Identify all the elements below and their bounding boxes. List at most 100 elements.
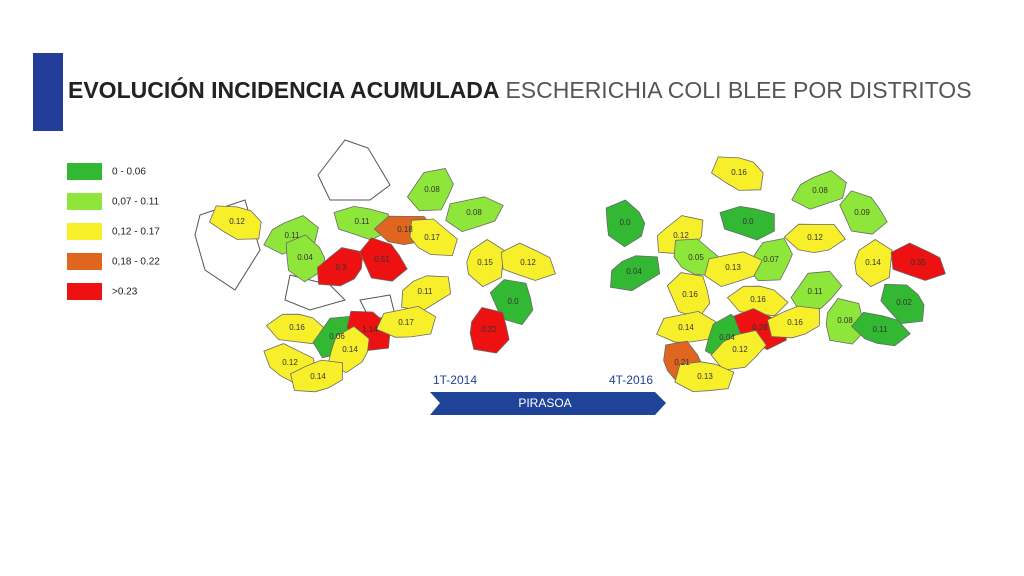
legend-label: 0,18 - 0.22 xyxy=(112,257,160,268)
maps: 0.120.110.040.110.30.510.180.080.170.080… xyxy=(209,156,946,393)
district xyxy=(719,205,775,241)
district xyxy=(466,239,505,288)
district-label: 0.11 xyxy=(355,217,371,226)
district xyxy=(406,168,454,212)
district-shapes xyxy=(605,156,946,393)
district-label: 0.35 xyxy=(910,258,926,267)
district xyxy=(850,311,911,347)
district xyxy=(209,205,262,240)
legend-label: >0.23 xyxy=(112,287,138,298)
district xyxy=(783,223,846,254)
district-label: 0.04 xyxy=(719,333,735,342)
district-label: 0.17 xyxy=(424,233,440,242)
district xyxy=(285,234,326,283)
title-light: ESCHERICHIA COLI BLEE POR DISTRITOS xyxy=(505,77,971,103)
district-label: 0.13 xyxy=(697,372,713,381)
district-label: 0.04 xyxy=(297,253,313,262)
district-label: 0.08 xyxy=(424,185,440,194)
district xyxy=(839,190,888,235)
timeline-start: 1T-2014 xyxy=(433,373,477,387)
legend-label: 0,07 - 0.11 xyxy=(112,197,160,208)
district-shapes xyxy=(209,168,556,393)
district-label: 0.0 xyxy=(742,217,754,226)
district xyxy=(359,237,408,282)
district xyxy=(890,242,946,281)
district xyxy=(726,285,789,317)
district-label: 0.11 xyxy=(808,287,824,296)
district-label: 0.05 xyxy=(688,253,704,262)
district-label: 0.04 xyxy=(626,267,642,276)
district xyxy=(469,307,510,354)
district xyxy=(376,305,437,338)
district-label: 0.08 xyxy=(812,186,828,195)
district-label: 0.13 xyxy=(725,263,741,272)
district-label: 0.11 xyxy=(418,287,434,296)
district-label: 0.14 xyxy=(865,258,881,267)
district-label: 0.15 xyxy=(477,258,493,267)
district-label: 0.12 xyxy=(673,231,689,240)
district xyxy=(791,170,847,210)
district-label: 0.09 xyxy=(854,208,870,217)
district xyxy=(500,242,556,281)
district xyxy=(605,199,646,248)
district-label: 0.18 xyxy=(397,225,413,234)
district-label: 1.14 xyxy=(362,325,378,334)
district-label: 0.16 xyxy=(289,323,305,332)
district-labels: 0.16 0.08 0.0 0.0 0.12 0.09 0.12 0.07 0.05 0.13 0.… xyxy=(619,168,926,381)
district xyxy=(666,272,711,319)
district-label: 0.06 xyxy=(329,332,345,341)
district-label: 0.0 xyxy=(507,297,519,306)
timeline-end: 4T-2016 xyxy=(609,373,653,387)
district xyxy=(704,251,763,288)
legend-swatch xyxy=(67,223,102,240)
district xyxy=(316,247,364,287)
district xyxy=(610,255,661,292)
district xyxy=(445,196,504,233)
district-label: 0.07 xyxy=(763,255,779,264)
district-label: 0.14 xyxy=(678,323,694,332)
district-label: 0.08 xyxy=(466,208,482,217)
district-label: 0.08 xyxy=(837,316,853,325)
district-label: 0.0 xyxy=(619,218,631,227)
district xyxy=(409,218,458,257)
district xyxy=(710,330,767,371)
legend-label: 0 - 0.06 xyxy=(112,167,146,178)
district xyxy=(825,298,866,345)
district-label: 0.12 xyxy=(732,345,748,354)
district-label: 0.11 xyxy=(873,325,889,334)
district-label: 0.51 xyxy=(374,255,390,264)
legend-swatch xyxy=(67,193,102,210)
district-label: 0.16 xyxy=(750,295,766,304)
district-label: 0.11 xyxy=(285,231,301,240)
title-bold: EVOLUCIÓN INCIDENCIA ACUMULADA xyxy=(68,76,499,103)
timeline-arrow xyxy=(430,392,666,415)
district-label: 0.3 xyxy=(335,263,347,272)
legend-swatch xyxy=(67,283,102,300)
district-label: 0.16 xyxy=(731,168,747,177)
district-label: 0.12 xyxy=(229,217,245,226)
district-label: 0.21 xyxy=(674,358,690,367)
district-label: 0.14 xyxy=(310,372,326,381)
district xyxy=(674,361,735,393)
timeline-label: PIRASOA xyxy=(518,396,571,410)
legend-swatch xyxy=(67,253,102,270)
district xyxy=(767,305,821,339)
title: EVOLUCIÓN INCIDENCIA ACUMULADA ESCHERICHI… xyxy=(68,76,972,103)
legend-swatch xyxy=(67,163,102,180)
accent-bar xyxy=(33,53,63,131)
district-label: 0.16 xyxy=(682,290,698,299)
district-label: 0.12 xyxy=(282,358,298,367)
district-label: 0.17 xyxy=(398,318,414,327)
district xyxy=(346,310,391,352)
district-label: 0.22 xyxy=(481,325,497,334)
legend-label: 0,12 - 0.17 xyxy=(112,227,160,238)
district-label: 0.16 xyxy=(787,318,803,327)
district xyxy=(880,283,925,325)
district xyxy=(745,238,793,282)
district xyxy=(711,156,764,191)
district xyxy=(290,359,344,393)
district-labels: 0.12 0.11 0.04 0.11 0.3 0.51 0.18 0.08 0.17 0.08 0… xyxy=(229,185,536,381)
district-label: 0.28 xyxy=(752,323,768,332)
district-label: 0.12 xyxy=(807,233,823,242)
